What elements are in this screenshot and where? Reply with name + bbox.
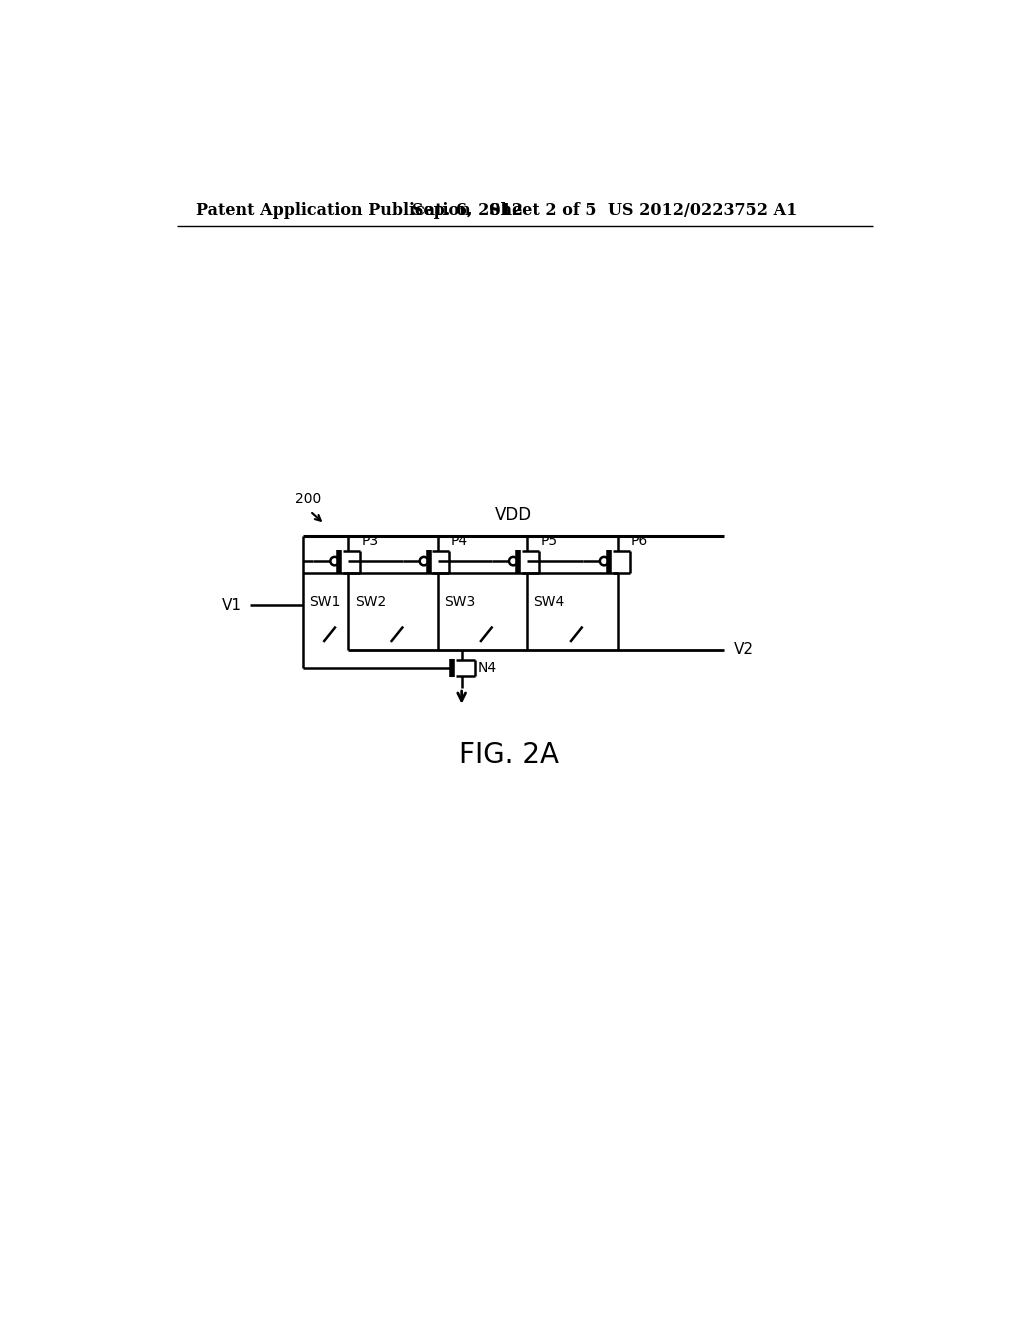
Text: Patent Application Publication: Patent Application Publication xyxy=(196,202,471,219)
Text: P4: P4 xyxy=(451,535,468,548)
Text: Sheet 2 of 5: Sheet 2 of 5 xyxy=(488,202,596,219)
Text: SW4: SW4 xyxy=(534,595,564,609)
Text: N4: N4 xyxy=(478,661,497,675)
Text: SW3: SW3 xyxy=(444,595,475,609)
Text: SW1: SW1 xyxy=(309,595,341,609)
Text: SW2: SW2 xyxy=(354,595,386,609)
Text: V2: V2 xyxy=(733,642,754,657)
Text: P5: P5 xyxy=(541,535,557,548)
Text: P3: P3 xyxy=(361,535,379,548)
Text: US 2012/0223752 A1: US 2012/0223752 A1 xyxy=(608,202,798,219)
Text: VDD: VDD xyxy=(495,506,532,524)
Text: Sep. 6, 2012: Sep. 6, 2012 xyxy=(412,202,522,219)
Text: P6: P6 xyxy=(631,535,648,548)
Text: FIG. 2A: FIG. 2A xyxy=(460,741,559,770)
Text: V1: V1 xyxy=(222,598,243,612)
Text: 200: 200 xyxy=(295,492,321,507)
